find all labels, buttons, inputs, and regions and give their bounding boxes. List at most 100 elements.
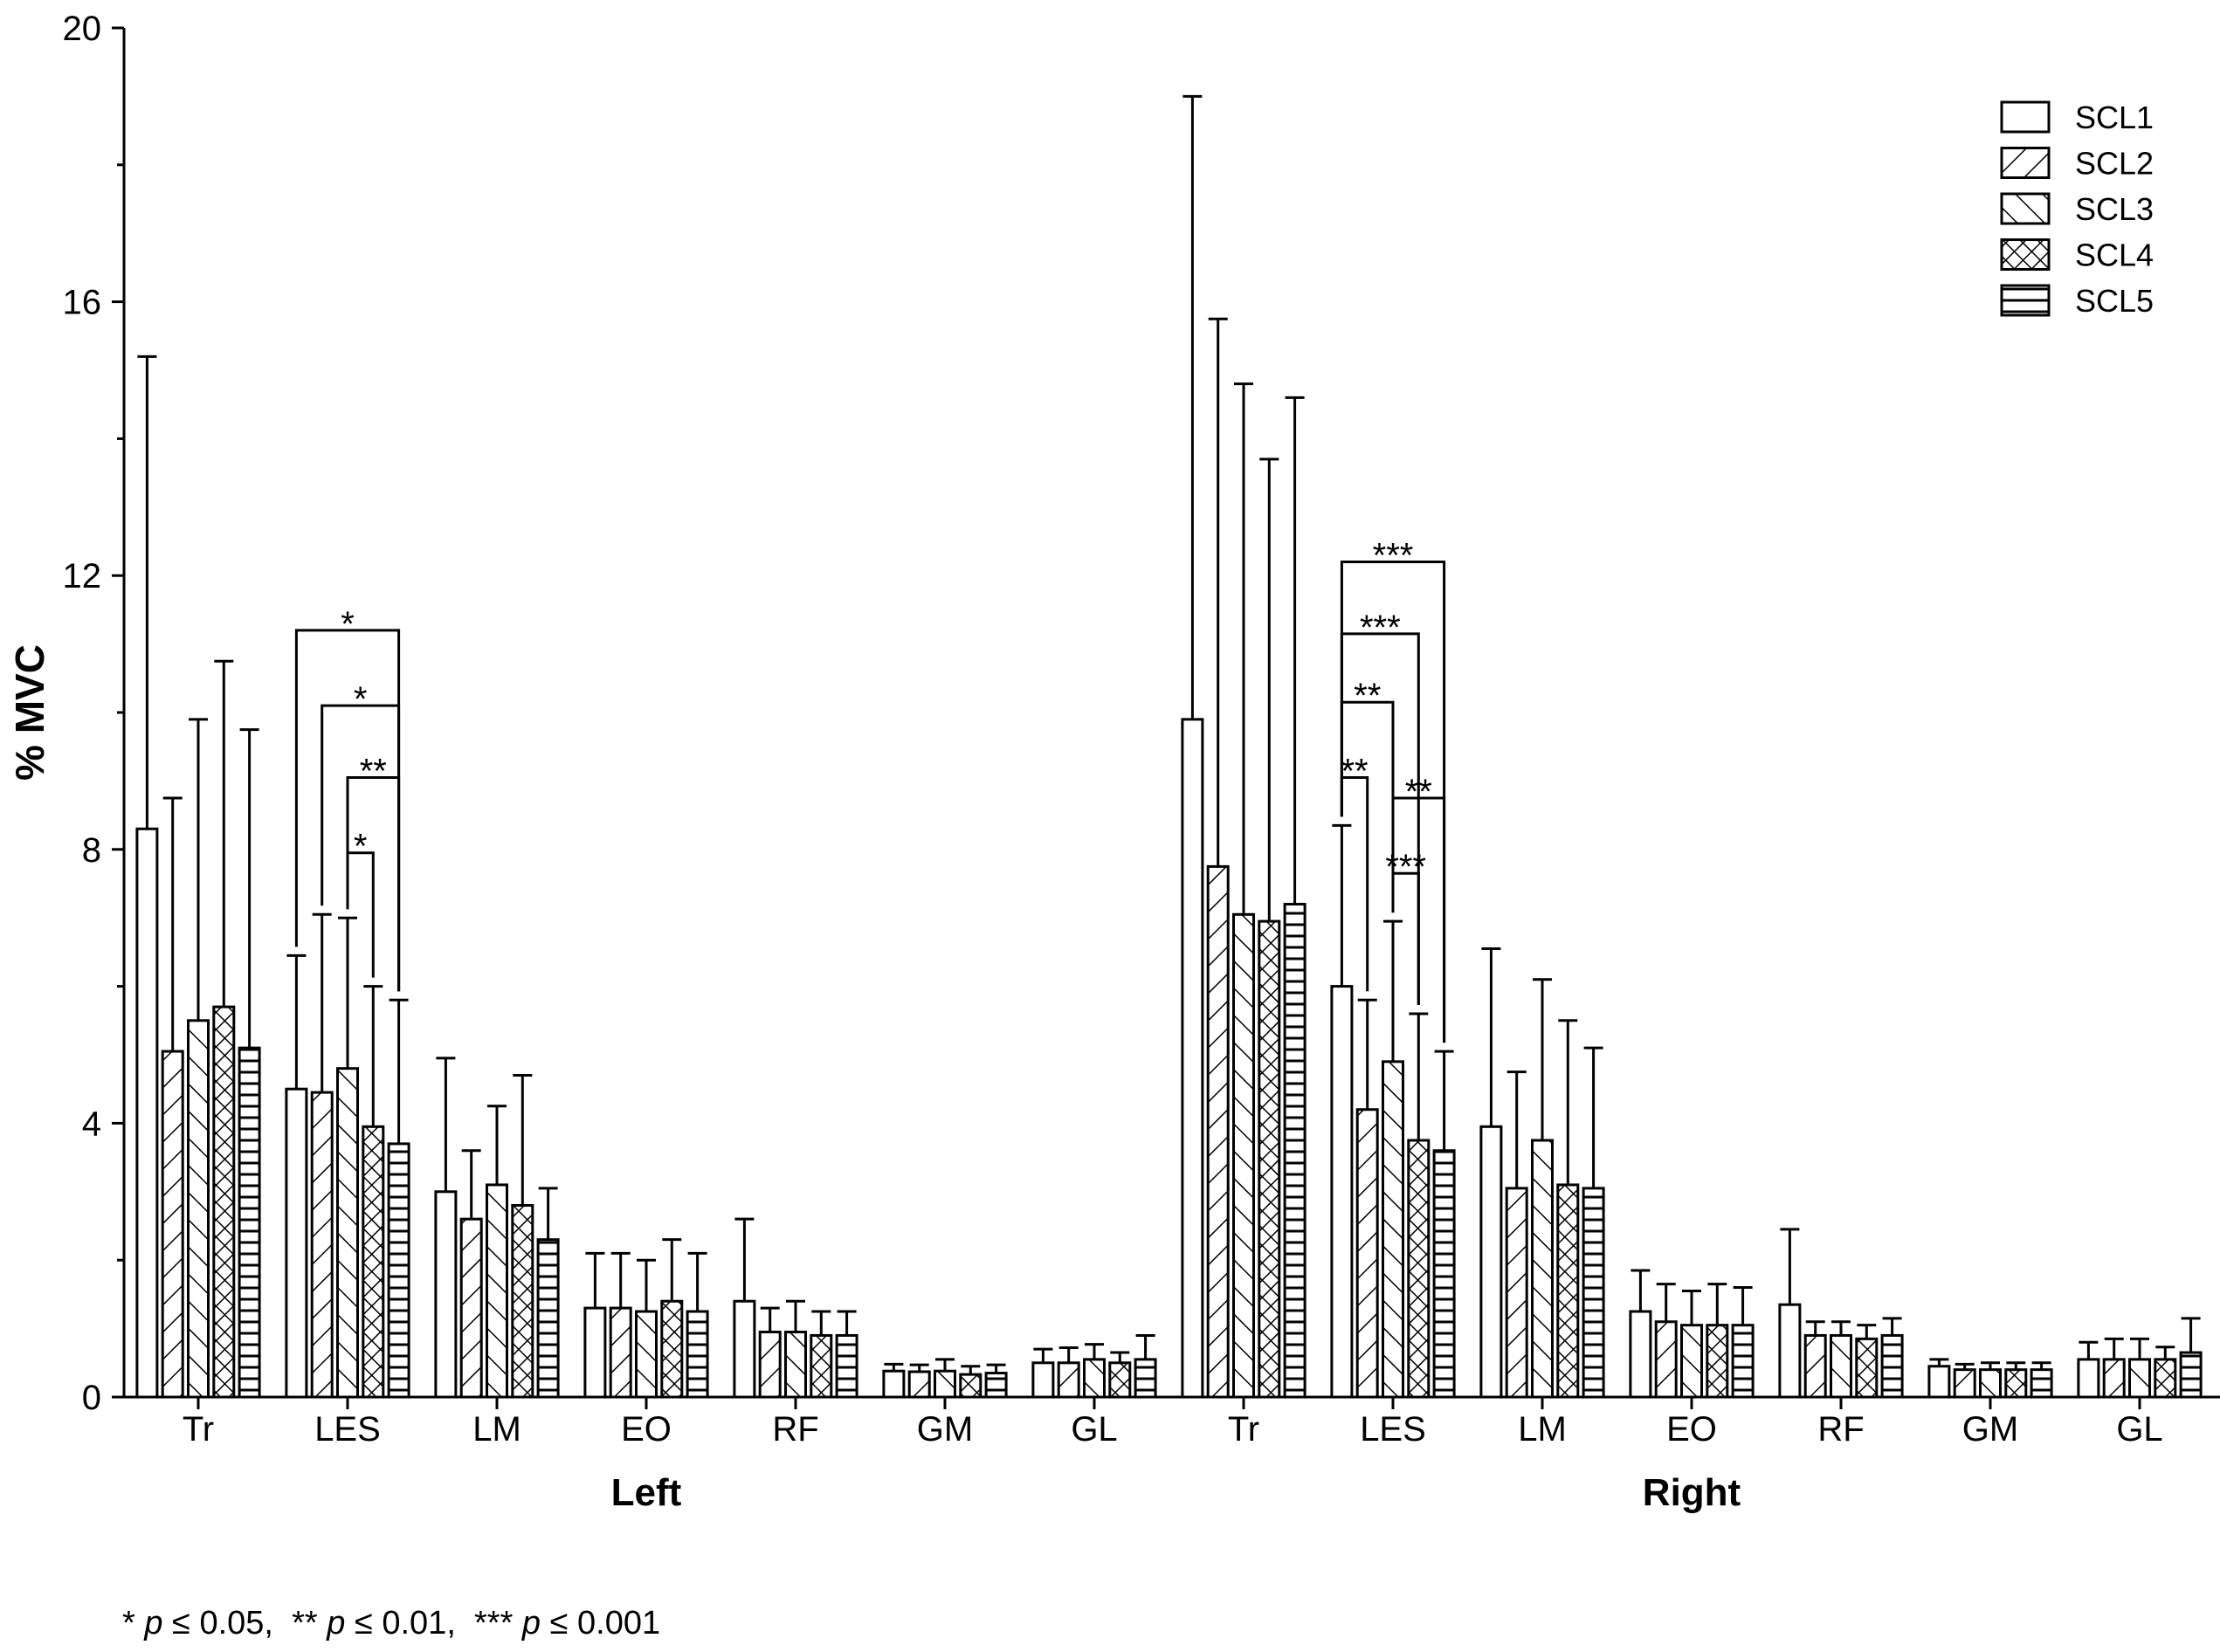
bar-right-eo-scl5 [1731, 1324, 1755, 1399]
bar-right-lm-scl3 [1531, 1139, 1554, 1399]
y-tick-label: 20 [63, 10, 102, 48]
x-tick-label: GL [1071, 1410, 1117, 1449]
significance-label: *** [1360, 609, 1401, 647]
significance-label: ** [360, 752, 387, 790]
x-tick-label: GM [917, 1410, 973, 1449]
bar-left-les-scl2 [310, 1091, 334, 1399]
bar-right-rf-scl1 [1778, 1303, 1802, 1399]
footnote-p-1: p [144, 1605, 163, 1642]
significance-label: * [354, 680, 368, 719]
bar-left-lm-scl5 [536, 1238, 560, 1399]
bar-left-rf-scl1 [733, 1299, 756, 1399]
x-tick-label: LM [472, 1410, 521, 1449]
bar-left-tr-scl3 [187, 1019, 210, 1399]
bar-right-tr-scl1 [1181, 718, 1204, 1399]
x-tick-label: Tr [183, 1410, 214, 1449]
bar-right-tr-scl2 [1206, 864, 1230, 1399]
bar-right-rf-scl3 [1830, 1333, 1852, 1399]
y-tick-label: 4 [82, 1105, 101, 1143]
bar-right-eo-scl1 [1629, 1310, 1652, 1399]
legend-label-scl5: SCL5 [2075, 283, 2154, 319]
legend-swatch-scl2 [2000, 147, 2051, 179]
bar-right-gl-scl5 [2179, 1351, 2203, 1399]
bar-left-tr-scl4 [212, 1005, 236, 1399]
bar-right-lm-scl5 [1582, 1187, 1605, 1399]
y-tick-label: 8 [82, 831, 101, 870]
bar-right-gl-scl2 [2102, 1358, 2126, 1399]
significance-bracket [1391, 871, 1420, 1005]
legend-label-scl4: SCL4 [2075, 237, 2154, 273]
significance-label: *** [1373, 537, 1414, 575]
bar-right-les-scl1 [1330, 985, 1354, 1399]
bar-left-tr-scl5 [238, 1046, 261, 1399]
significance-label: * [341, 605, 355, 644]
footnote-star-1: * [122, 1605, 145, 1642]
bar-right-eo-scl2 [1654, 1320, 1678, 1399]
bar-right-eo-scl4 [1706, 1324, 1729, 1399]
bar-right-lm-scl1 [1479, 1125, 1503, 1399]
x-tick-label: RF [772, 1410, 818, 1449]
bar-right-tr-scl4 [1258, 919, 1281, 1399]
legend-label-scl1: SCL1 [2075, 100, 2154, 135]
bar-right-tr-scl5 [1283, 903, 1306, 1399]
x-tick-label: LM [1518, 1410, 1567, 1449]
bar-left-tr-scl1 [135, 827, 159, 1399]
significance-footnote: * p ≤ 0.05, ** p ≤ 0.01, *** p ≤ 0.001 [122, 1605, 660, 1642]
bar-left-les-scl5 [387, 1142, 410, 1399]
group-label-right: Right [1643, 1471, 1741, 1514]
bar-left-rf-scl2 [758, 1331, 782, 1399]
y-tick-label: 16 [63, 284, 102, 322]
bar-left-gl-scl4 [1108, 1361, 1132, 1399]
legend-swatch-scl5 [2000, 284, 2051, 317]
significance-bracket [1391, 796, 1446, 1043]
bar-left-eo-scl1 [583, 1306, 607, 1399]
bar-right-eo-scl3 [1680, 1324, 1703, 1399]
bar-left-les-scl1 [285, 1087, 308, 1399]
bar-left-eo-scl2 [609, 1306, 632, 1399]
x-tick-label: GL [2116, 1410, 2162, 1449]
bar-right-lm-scl2 [1505, 1187, 1528, 1399]
bar-right-gm-scl2 [1953, 1368, 1976, 1399]
significance-label: ** [1354, 677, 1381, 715]
significance-label: *** [1385, 848, 1426, 886]
footnote-p-2: p [327, 1605, 346, 1642]
significance-label: * [354, 828, 368, 866]
bar-left-eo-scl5 [686, 1310, 709, 1399]
footnote-text-3: ≤ 0.001 [541, 1605, 661, 1642]
bar-right-rf-scl4 [1855, 1337, 1879, 1399]
bar-left-gm-scl5 [984, 1372, 1008, 1399]
significance-bracket [346, 775, 401, 992]
y-axis-title: % MVC [7, 644, 52, 781]
legend-label-scl3: SCL3 [2075, 191, 2154, 227]
y-tick-label: 12 [63, 557, 102, 595]
footnote-text-2: ≤ 0.01, *** [345, 1605, 522, 1642]
bar-left-gm-scl2 [907, 1370, 931, 1399]
bar-left-gl-scl5 [1134, 1358, 1157, 1399]
bar-left-eo-scl4 [660, 1299, 684, 1399]
x-tick-label: EO [621, 1410, 672, 1449]
bar-right-gl-scl1 [2077, 1358, 2100, 1399]
significance-label: ** [1341, 752, 1368, 790]
bar-left-lm-scl2 [459, 1217, 483, 1399]
bar-right-les-scl4 [1407, 1139, 1431, 1399]
x-tick-label: GM [1962, 1410, 2018, 1449]
legend-label-scl2: SCL2 [2075, 146, 2154, 182]
bar-left-les-scl4 [362, 1125, 385, 1399]
bar-right-gm-scl3 [1979, 1368, 2002, 1399]
bar-right-gl-scl4 [2154, 1358, 2177, 1399]
bar-right-gm-scl4 [2004, 1368, 2028, 1399]
bar-left-gl-scl3 [1083, 1358, 1106, 1399]
bar-right-gl-scl3 [2128, 1358, 2151, 1399]
bar-right-gm-scl5 [2030, 1368, 2053, 1399]
bar-right-les-scl2 [1355, 1108, 1379, 1399]
bar-left-eo-scl3 [635, 1310, 658, 1399]
bar-left-gl-scl2 [1057, 1361, 1080, 1399]
footnote-p-3: p [521, 1605, 541, 1642]
x-tick-label: EO [1666, 1410, 1717, 1449]
significance-label: ** [1405, 773, 1432, 811]
significance-bracket [346, 851, 375, 978]
legend-swatch-scl3 [2000, 192, 2051, 225]
bar-left-rf-scl3 [784, 1331, 807, 1399]
